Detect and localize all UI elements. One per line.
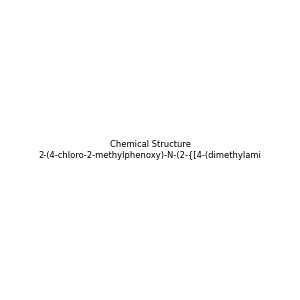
Text: Chemical Structure
2-(4-chloro-2-methylphenoxy)-N-(2-{[4-(dimethylami: Chemical Structure 2-(4-chloro-2-methylp… — [39, 140, 261, 160]
